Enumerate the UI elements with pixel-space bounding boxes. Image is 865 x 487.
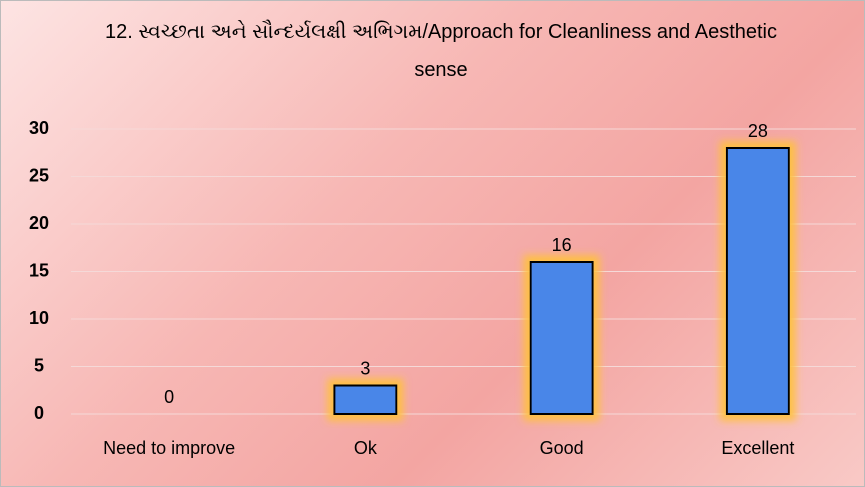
x-tick-label: Good <box>540 438 584 458</box>
chart-title: 12. સ્વચ્છતા અને સૌન્દર્યલક્ષી અભિગમ/App… <box>104 21 777 81</box>
y-tick-label: 20 <box>29 213 49 233</box>
data-label: 28 <box>748 121 768 141</box>
x-tick-label: Excellent <box>721 438 794 458</box>
y-tick-label: 0 <box>34 403 44 423</box>
y-tick-label: 30 <box>29 118 49 138</box>
bar <box>725 147 790 415</box>
x-tick-label: Need to improve <box>103 438 235 458</box>
y-tick-label: 15 <box>29 260 49 280</box>
x-tick-label: Ok <box>354 438 378 458</box>
bar <box>529 261 594 415</box>
bar <box>333 384 398 415</box>
data-label: 3 <box>360 358 370 378</box>
data-label: 0 <box>164 387 174 407</box>
y-tick-label: 5 <box>34 355 44 375</box>
y-tick-label: 25 <box>29 165 49 185</box>
y-tick-label: 10 <box>29 308 49 328</box>
data-label: 16 <box>552 235 572 255</box>
